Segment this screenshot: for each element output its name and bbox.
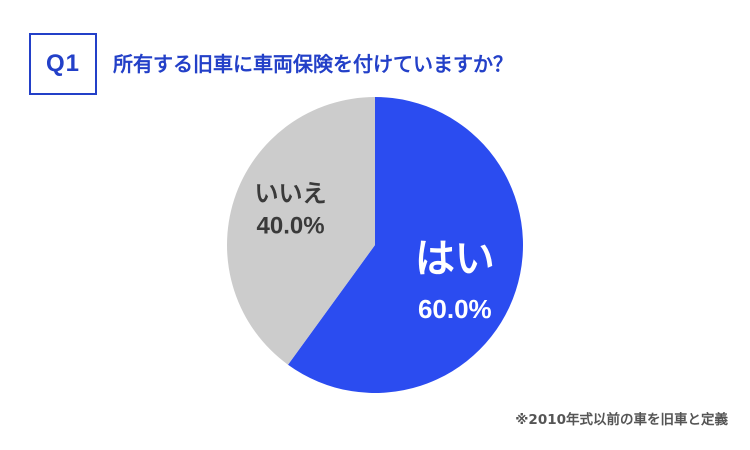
pie-slice-no [226,96,375,365]
slice-label-yes: はい [415,236,495,282]
slice-label-no: いいえ [255,180,327,208]
pie-slice-yes [288,97,523,393]
question-badge: Q1 [29,33,97,95]
slice-value-yes: 60.0% [418,294,492,324]
slice-value-no: 40.0% [257,213,325,240]
chart-title: 所有する旧車に車両保険を付けていますか？ [113,52,513,76]
question-number: Q1 [45,50,80,77]
footnote: ※2010年式以前の車を旧車と定義 [515,412,728,428]
